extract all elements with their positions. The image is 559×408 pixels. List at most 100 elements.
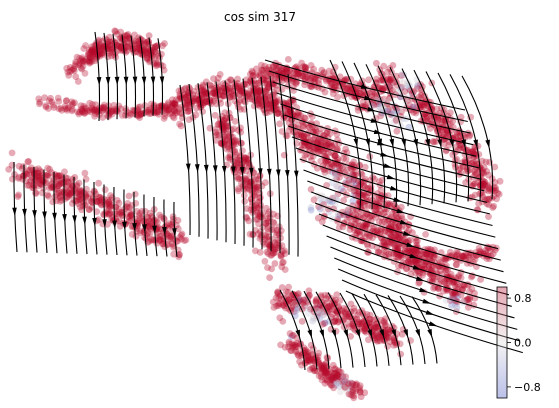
scatter-point	[140, 228, 148, 236]
scatter-point	[93, 108, 101, 115]
streamline-arrowhead	[319, 329, 324, 339]
scatter-point	[161, 40, 168, 47]
scatter-point	[140, 218, 147, 225]
colorbar-gradient	[496, 286, 508, 399]
scatter-point	[202, 97, 210, 105]
scatter-point	[153, 60, 161, 67]
scatter-point	[61, 186, 69, 194]
streamline-arrowhead	[428, 321, 438, 327]
scatter-point	[88, 49, 96, 56]
scatter-point	[124, 213, 132, 221]
scatter-point	[314, 214, 322, 222]
scatter-point	[143, 218, 151, 226]
scatter-point	[267, 101, 275, 109]
scatter-point	[111, 210, 119, 218]
scatter-point	[269, 106, 277, 113]
scatter-point	[94, 50, 102, 58]
scatter-point	[285, 99, 292, 107]
scatter-point	[166, 110, 174, 118]
scatter-point	[20, 163, 27, 170]
scatter-point	[88, 204, 96, 211]
scatter-point	[86, 53, 94, 61]
scatter-point	[485, 213, 492, 221]
scatter-point	[55, 172, 62, 180]
scatter-point	[90, 48, 97, 55]
scatter-point	[104, 210, 112, 218]
scatter-point	[122, 105, 130, 113]
scatter-point	[274, 110, 282, 118]
scatter-point	[264, 101, 272, 109]
scatter-point	[295, 109, 302, 117]
scatter-point	[51, 193, 59, 201]
scatter-point	[199, 108, 207, 115]
scatter-point	[184, 97, 192, 104]
scatter-point	[125, 213, 133, 221]
scatter-point	[89, 48, 96, 56]
scatter-point	[243, 177, 251, 185]
scatter-point	[88, 47, 95, 55]
scatter-point	[45, 105, 52, 112]
scatter-point	[165, 104, 172, 111]
scatter-point	[169, 103, 177, 110]
scatter-point	[215, 91, 222, 99]
scatter-point	[86, 59, 93, 67]
scatter-point	[82, 105, 90, 112]
scatter-point	[79, 108, 86, 116]
scatter-point	[141, 234, 149, 241]
scatter-point	[350, 304, 358, 312]
scatter-point	[279, 318, 287, 325]
scatter-point	[262, 87, 270, 94]
scatter-point	[122, 43, 130, 51]
scatter-point	[82, 56, 89, 63]
scatter-point	[177, 231, 185, 239]
scatter-point	[169, 102, 176, 109]
scatter-point	[85, 51, 93, 59]
scatter-point	[125, 192, 133, 200]
scatter-point	[256, 87, 264, 95]
scatter-point	[73, 182, 80, 190]
scatter-point	[169, 96, 176, 104]
scatter-point	[82, 58, 90, 65]
scatter-point	[74, 108, 82, 116]
scatter-point	[80, 45, 88, 52]
scatter-point	[165, 106, 173, 114]
scatter-point	[37, 180, 44, 188]
scatter-point	[95, 36, 103, 44]
scatter-point	[87, 108, 94, 116]
scatter-point	[5, 166, 13, 173]
scatter-point	[73, 181, 81, 189]
scatter-point	[237, 128, 245, 136]
scatter-point	[185, 104, 193, 112]
scatter-point	[99, 44, 106, 51]
scatter-point	[166, 234, 174, 242]
scatter-point	[76, 203, 84, 211]
streamline-arrowhead	[294, 170, 299, 179]
scatter-point	[237, 85, 245, 92]
scatter-point	[148, 236, 156, 244]
scatter-point	[91, 57, 99, 65]
scatter-point	[108, 48, 116, 56]
scatter-point	[200, 87, 208, 95]
scatter-point	[135, 44, 143, 52]
scatter-point	[243, 157, 251, 165]
scatter-point	[50, 101, 57, 109]
scatter-point	[126, 208, 134, 216]
scatter-point	[137, 109, 145, 116]
scatter-point	[268, 235, 276, 243]
streamline-arrowhead	[365, 138, 370, 148]
scatter-point	[328, 375, 336, 383]
scatter-point	[95, 179, 102, 187]
scatter-point	[103, 44, 110, 52]
scatter-point	[91, 106, 99, 114]
scatter-point	[93, 106, 100, 113]
scatter-point	[54, 182, 62, 190]
scatter-point	[115, 47, 122, 54]
scatter-point	[132, 48, 140, 55]
streamline-arrowhead	[114, 76, 120, 86]
scatter-point	[143, 54, 151, 62]
scatter-point	[73, 53, 81, 61]
scatter-point	[219, 92, 227, 99]
scatter-point	[176, 234, 184, 241]
scatter-point	[14, 193, 22, 201]
